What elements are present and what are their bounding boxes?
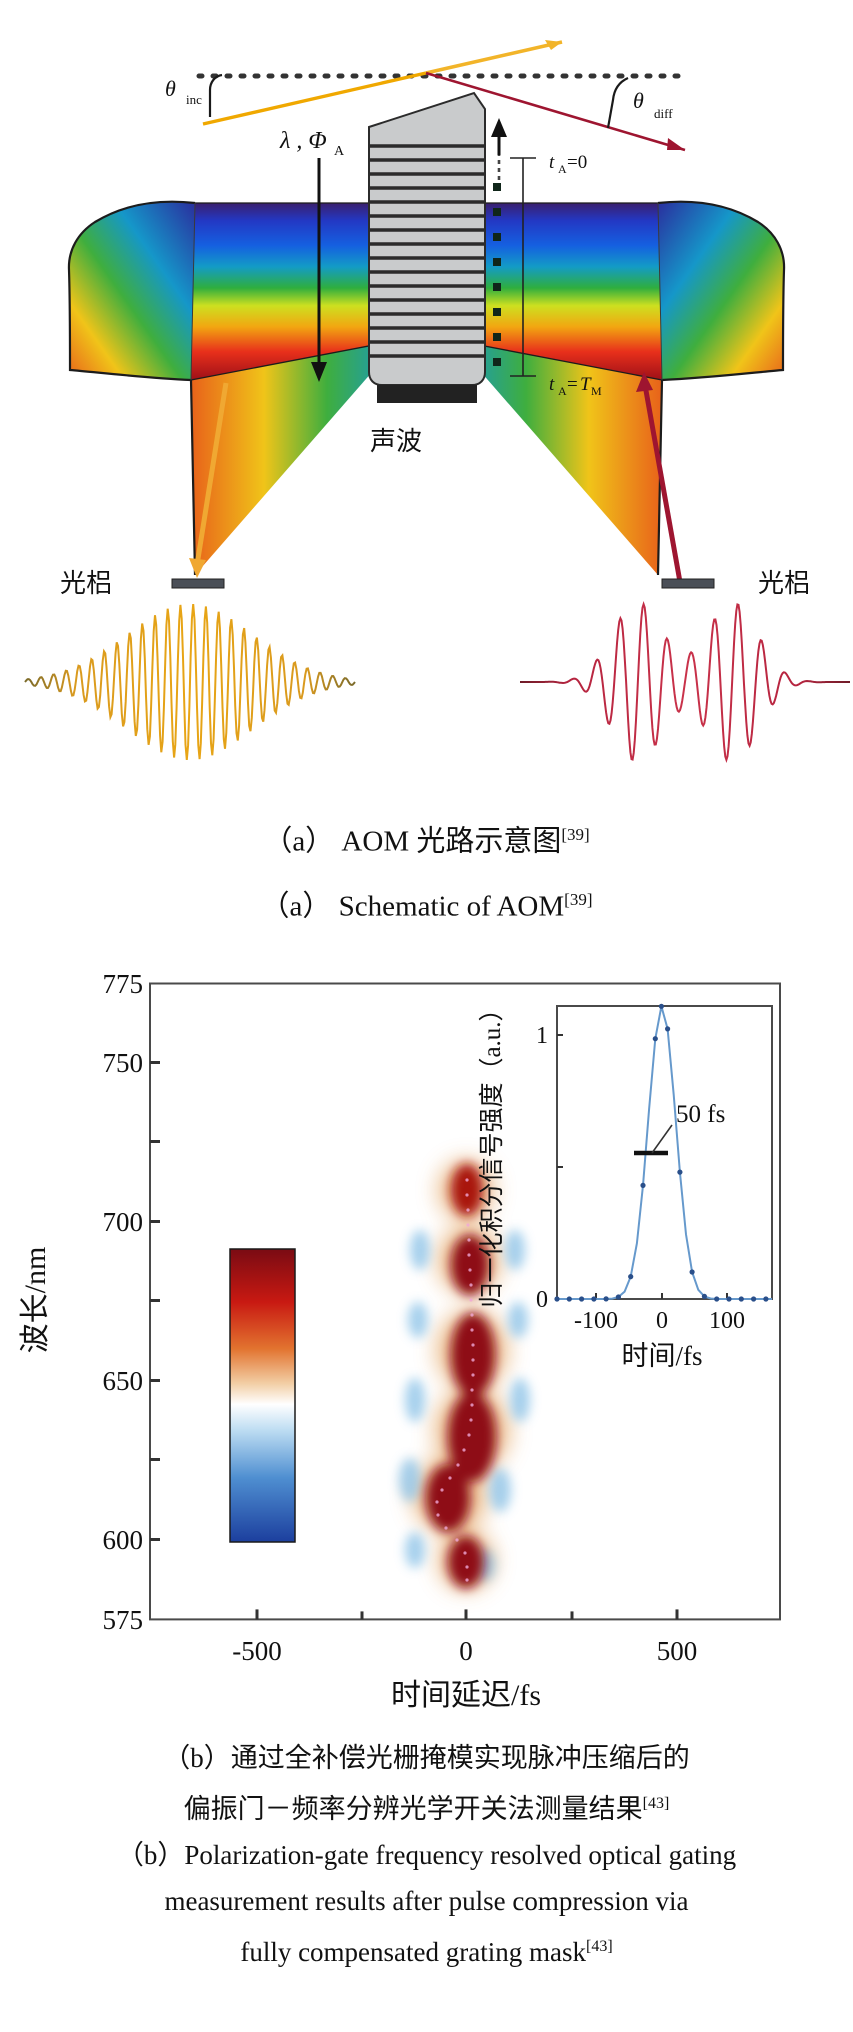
svg-text:=0: =0 [567,152,587,173]
svg-text:575: 575 [103,1605,144,1635]
svg-text:775: 775 [103,969,144,999]
svg-text:500: 500 [657,1636,698,1666]
svg-text:50 fs: 50 fs [676,1101,725,1128]
svg-text:M: M [591,384,602,398]
svg-text:650: 650 [103,1366,144,1396]
svg-text:0: 0 [656,1308,668,1334]
svg-text:A: A [558,384,567,398]
svg-text:750: 750 [103,1048,144,1078]
svg-text:波长/nm: 波长/nm [19,1247,52,1354]
svg-text:inc: inc [186,92,202,107]
svg-text:1: 1 [536,1023,548,1049]
svg-text:0: 0 [459,1636,473,1666]
svg-text:归一化积分信号强度（a.u.）: 归一化积分信号强度（a.u.） [478,996,506,1307]
svg-text:diff: diff [654,106,673,121]
svg-text:时间/fs: 时间/fs [622,1341,703,1371]
svg-text:100: 100 [709,1308,745,1334]
svg-text:t: t [549,152,555,173]
svg-text:声波: 声波 [370,427,422,456]
svg-text:光梠: 光梠 [758,569,810,598]
svg-text:-500: -500 [232,1636,282,1666]
svg-text:t: t [549,374,555,395]
svg-text:时间延迟/fs: 时间延迟/fs [391,1679,541,1712]
svg-text:A: A [334,144,345,159]
svg-text:700: 700 [103,1207,144,1237]
svg-text:-100: -100 [574,1308,618,1334]
svg-text:θ: θ [165,76,176,101]
svg-text:0: 0 [536,1287,548,1313]
svg-text:光梠: 光梠 [60,569,112,598]
svg-text:A: A [558,162,567,176]
svg-text:600: 600 [103,1525,144,1555]
svg-text:λ , Φ: λ , Φ [279,128,327,154]
svg-text:θ: θ [633,88,644,113]
svg-text:=: = [567,374,578,395]
